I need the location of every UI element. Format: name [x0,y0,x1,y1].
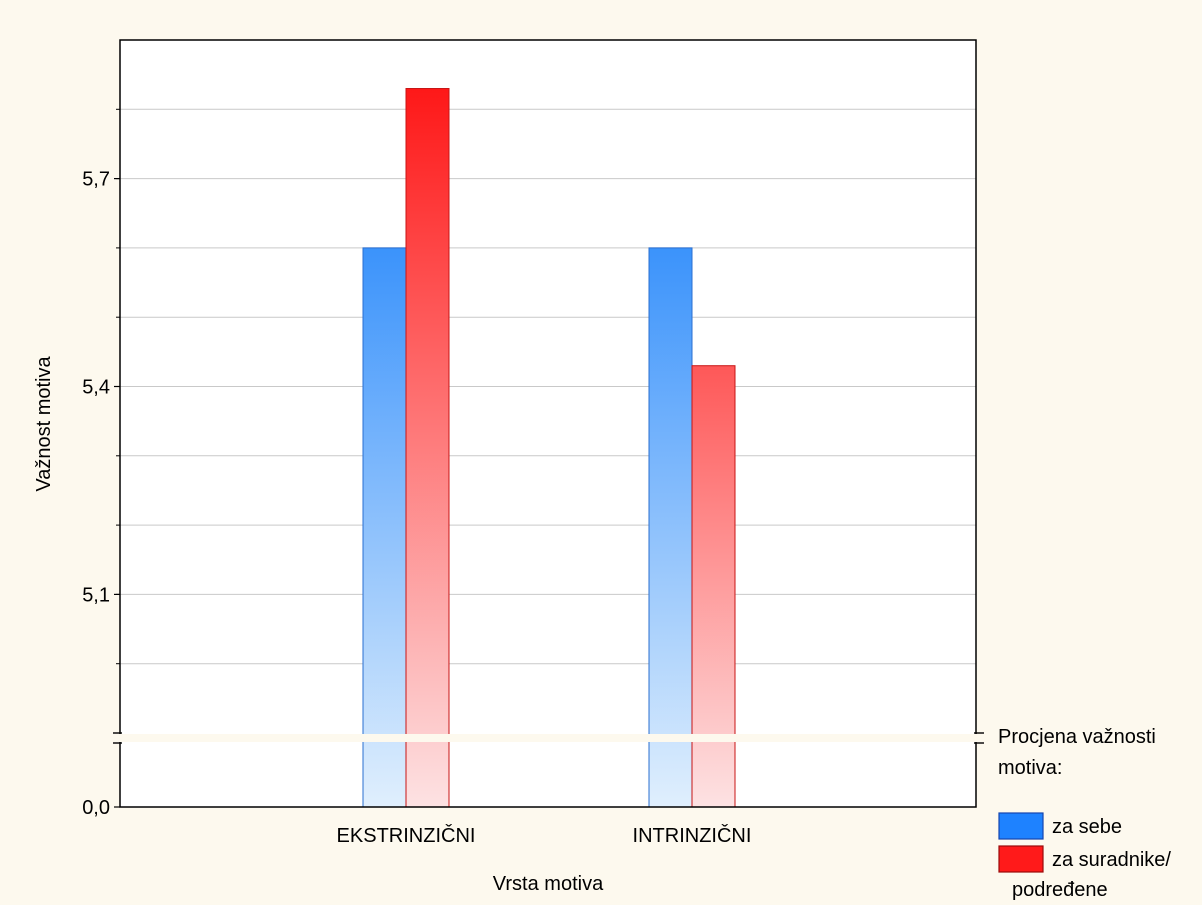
bar-za-suradnike-ekstrinzicni [405,88,450,808]
legend-title-line-2: motiva: [998,757,1062,779]
legend-label-za-suradnike-line-1: za suradnike/ [1052,849,1171,871]
legend-title-line-1: Procjena važnosti [998,726,1156,748]
y-tick-label-3: 5,7 [82,169,110,191]
axis-break [112,732,984,744]
y-tick-label-2: 5,4 [82,377,110,399]
y-ticks: 0,0 5,1 5,4 5,7 [82,108,120,819]
axis-break-gap [112,734,984,742]
bars [362,88,736,808]
gridlines [120,108,976,665]
legend-label-za-sebe: za sebe [1052,816,1122,838]
y-axis-title: Važnost motiva [33,356,55,492]
legend-swatch-za-suradnike [998,845,1044,873]
legend-swatch-za-sebe [998,812,1044,840]
x-category-label-0: EKSTRINZIČNI [337,824,476,847]
x-axis-title: Vrsta motiva [493,873,604,895]
x-category-labels: EKSTRINZIČNI INTRINZIČNI [337,824,752,847]
bar-za-sebe-intrinzicni [648,247,693,808]
plot-frame [119,39,977,808]
plot-area [120,40,976,807]
y-tick-label-0: 0,0 [82,797,110,819]
bar-za-sebe-ekstrinzicni [362,247,407,808]
legend: Procjena važnosti motiva: za sebe za sur… [998,726,1171,901]
legend-label-za-suradnike-line-2: podređene [1012,879,1108,901]
x-category-label-1: INTRINZIČNI [633,824,752,847]
y-tick-label-1: 5,1 [82,584,110,606]
